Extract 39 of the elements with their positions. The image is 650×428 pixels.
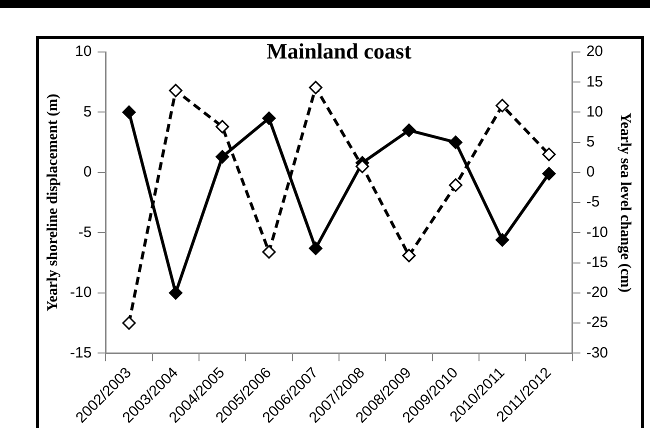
y2-tick-label: 10 (586, 103, 604, 120)
point (216, 150, 230, 164)
point (448, 178, 462, 192)
y-axis-title: Yearly shoreline displacement (m) (44, 94, 61, 312)
point (168, 286, 182, 300)
y2-tick-label: 20 (586, 43, 604, 60)
y2-tick-label: -30 (586, 344, 608, 362)
point (496, 98, 510, 112)
y2-tick-label: -15 (586, 254, 608, 271)
point (308, 80, 322, 94)
y2-tick-label: -25 (586, 314, 608, 332)
y2-axis-title: Yearly sea level change (cm) (617, 112, 634, 293)
point (402, 248, 416, 262)
y2-tick-label: -10 (586, 224, 608, 241)
point (262, 112, 276, 125)
point (448, 136, 462, 150)
y2-tick-label: -20 (586, 284, 608, 302)
y-tick-label: -10 (70, 284, 92, 302)
y-tick-label: -15 (70, 344, 92, 362)
point (542, 148, 556, 162)
y-tick-label: 5 (83, 103, 92, 120)
y2-tick-label: 15 (586, 73, 604, 90)
y-tick-label: 10 (74, 43, 92, 60)
y2-tick-label: -5 (586, 194, 600, 211)
point (216, 120, 230, 134)
y-tick-label: 0 (83, 164, 92, 181)
point (496, 233, 510, 247)
point (542, 166, 556, 180)
point (308, 242, 322, 256)
point (262, 245, 276, 259)
point (168, 84, 182, 98)
y2-tick-label: 0 (586, 164, 595, 181)
y-tick-label: -5 (78, 224, 92, 241)
point (402, 124, 416, 138)
point (356, 160, 370, 174)
chart-title: Mainland coast (266, 38, 412, 64)
point (122, 316, 136, 330)
point (122, 105, 136, 119)
y2-tick-label: 5 (586, 133, 595, 150)
